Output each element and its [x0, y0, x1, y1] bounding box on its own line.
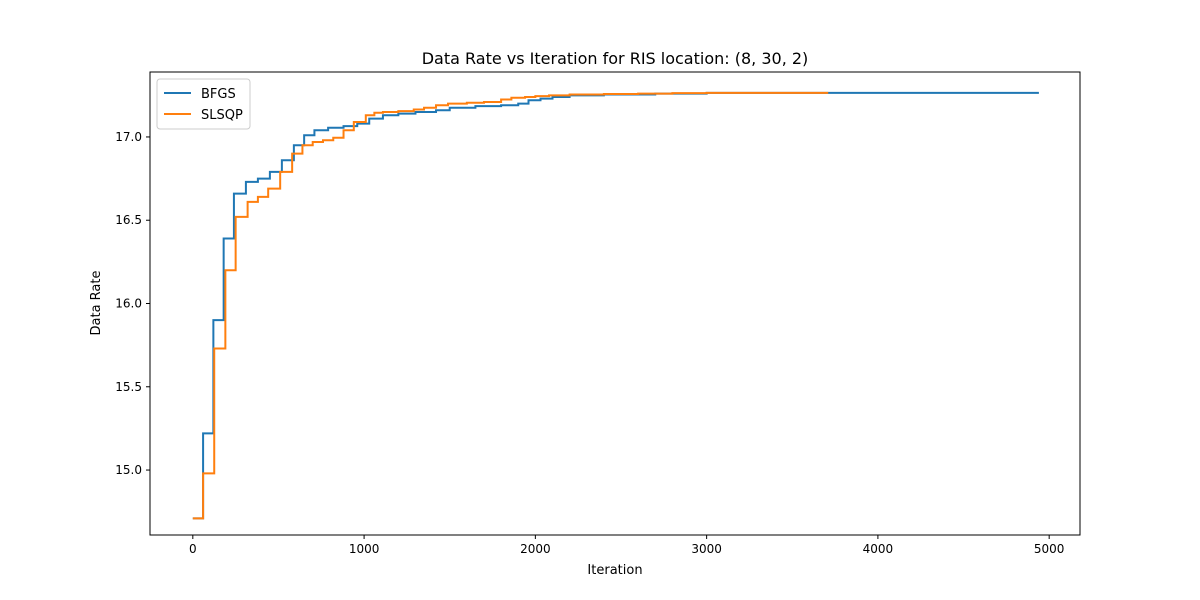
x-tick-label: 1000	[349, 542, 380, 556]
legend-label-slsqp: SLSQP	[201, 108, 243, 123]
y-tick-label: 16.0	[115, 297, 142, 311]
y-tick-label: 16.5	[115, 213, 142, 227]
x-tick-label: 0	[189, 542, 197, 556]
x-tick-label: 2000	[520, 542, 551, 556]
series-line-bfgs	[192, 91, 1039, 520]
x-axis-label: Iteration	[587, 563, 642, 578]
chart-title: Data Rate vs Iteration for RIS location:…	[422, 49, 809, 68]
x-tick-label: 3000	[691, 542, 722, 556]
y-axis-label: Data Rate	[89, 271, 104, 336]
plot-frame	[149, 71, 1081, 536]
x-tick-label: 4000	[863, 542, 894, 556]
legend-label-bfgs: BFGS	[201, 87, 236, 102]
y-tick-label: 15.5	[115, 380, 142, 394]
legend-box	[156, 78, 251, 130]
x-tick-label: 5000	[1034, 542, 1065, 556]
series-line-slsqp	[192, 91, 829, 520]
y-tick-label: 17.0	[115, 130, 142, 144]
y-tick-label: 15.0	[115, 463, 142, 477]
